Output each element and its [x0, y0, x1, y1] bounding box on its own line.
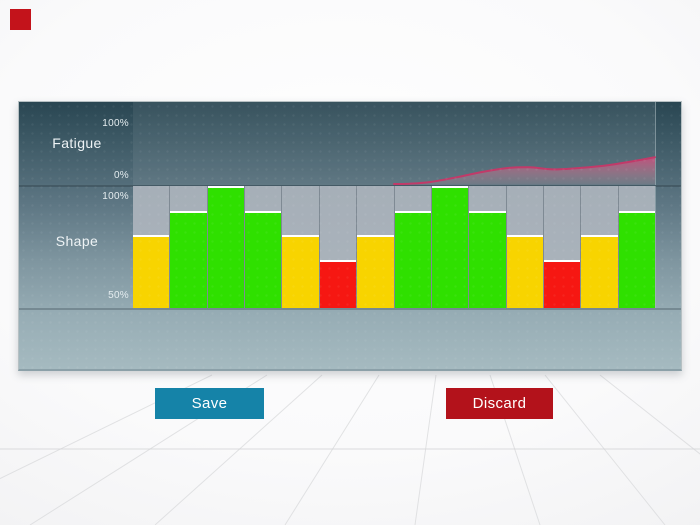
- shape-column: [431, 185, 470, 308]
- shape-column: [207, 185, 246, 308]
- shape-column: [618, 186, 656, 308]
- shape-column: [357, 186, 395, 308]
- shape-bar: [207, 185, 245, 308]
- shape-bar: [431, 185, 469, 308]
- shape-column: [282, 186, 320, 308]
- charts-panel: Fatigue Shape 100% 0% 100% 50%: [18, 101, 682, 371]
- save-button[interactable]: Save: [155, 388, 264, 419]
- shape-column: [469, 186, 507, 308]
- shape-bar: [618, 211, 656, 308]
- shape-bar: [506, 235, 543, 308]
- fatigue-area-line: [393, 156, 656, 185]
- shape-column: [319, 186, 358, 308]
- shape-bar: [282, 235, 319, 308]
- shape-column: [581, 186, 619, 308]
- shape-bar: [245, 211, 282, 308]
- shape-column: [394, 186, 432, 308]
- shape-column: [133, 186, 171, 308]
- shape-column: [543, 186, 582, 308]
- shape-bar: [394, 211, 431, 308]
- shape-bar-chart: [133, 185, 656, 308]
- fatigue-area-fill: [394, 157, 655, 185]
- fatigue-row-label: Fatigue: [52, 135, 102, 151]
- shape-bar: [543, 259, 581, 308]
- fatigue-area-chart: [133, 102, 656, 185]
- shape-bar: [357, 235, 394, 308]
- fatigue-tick-100: 100%: [102, 118, 129, 129]
- row-divider-line: [19, 185, 681, 187]
- shape-bar: [170, 211, 207, 308]
- chart-baseline-line: [19, 308, 681, 310]
- shape-bar: [133, 235, 170, 308]
- shape-column: [245, 186, 283, 308]
- shape-bar: [581, 235, 618, 308]
- discard-button[interactable]: Discard: [446, 388, 553, 419]
- shape-tick-50: 50%: [108, 290, 129, 301]
- shape-bar: [469, 211, 506, 308]
- shape-row-label: Shape: [55, 233, 99, 249]
- shape-bar: [319, 259, 357, 308]
- shape-column: [506, 186, 544, 308]
- shape-tick-100: 100%: [102, 191, 129, 202]
- fatigue-tick-0: 0%: [113, 170, 129, 181]
- red-marker-square: [10, 9, 31, 30]
- shape-column: [170, 186, 208, 308]
